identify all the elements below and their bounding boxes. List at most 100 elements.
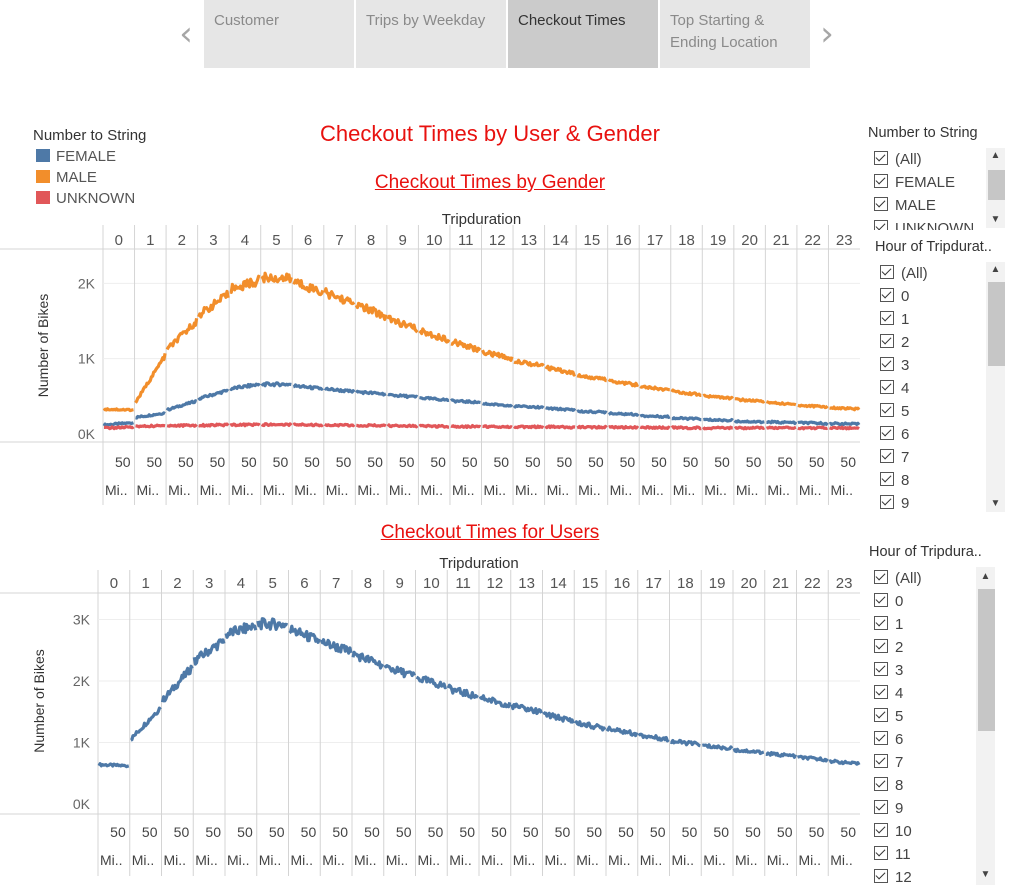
y-axis-title: Number of Bikes [35, 294, 51, 397]
filter-option-label: 1 [901, 311, 910, 328]
filter-option[interactable]: 5 [880, 400, 909, 423]
series-line-male [134, 353, 167, 404]
scroll-down-icon[interactable]: ▼ [990, 498, 1001, 509]
filter-option[interactable]: FEMALE [874, 171, 955, 194]
series-line-users [542, 711, 575, 724]
filter-option-label: 9 [901, 495, 910, 512]
filter-option[interactable]: 7 [874, 751, 903, 774]
filter-option-label: 8 [895, 777, 904, 794]
filter-option[interactable]: 10 [874, 820, 912, 843]
filter-option-label: 7 [901, 449, 910, 466]
minute-unit-label: Mi.. [673, 482, 696, 498]
filter-option[interactable]: 0 [880, 285, 909, 308]
filter-option[interactable]: 1 [874, 613, 903, 636]
minute-unit-label: Mi.. [640, 852, 663, 868]
scroll-down-icon[interactable]: ▼ [990, 214, 1001, 225]
hour-filter-users-scrollbar[interactable]: ▲ ▼ [976, 567, 995, 885]
filter-option[interactable]: (All) [874, 148, 922, 171]
checkbox-checked-icon [880, 472, 894, 486]
scroll-down-icon[interactable]: ▼ [980, 869, 991, 880]
filter-option[interactable]: 6 [880, 423, 909, 446]
scroll-thumb[interactable] [988, 282, 1005, 366]
filter-option[interactable]: 4 [874, 682, 903, 705]
minute-unit-label: Mi.. [200, 482, 223, 498]
minute-tick-label: 50 [682, 824, 698, 840]
minute-unit-label: Mi.. [449, 852, 472, 868]
filter-option[interactable]: 2 [880, 331, 909, 354]
filter-option[interactable]: (All) [880, 262, 928, 285]
filter-option[interactable]: 12 [874, 866, 912, 885]
number-to-string-scrollbar[interactable]: ▲ ▼ [986, 148, 1005, 228]
minute-tick-label: 50 [493, 454, 509, 470]
filter-option[interactable]: 7 [880, 446, 909, 469]
series-line-female [135, 411, 166, 420]
minute-tick-label: 50 [588, 454, 604, 470]
filter-option[interactable]: 11 [874, 843, 911, 866]
filter-option[interactable]: 5 [874, 705, 903, 728]
minute-tick-label: 50 [586, 824, 602, 840]
legend-item-unknown[interactable]: UNKNOWN [36, 190, 135, 208]
tab-checkout-times[interactable]: Checkout Times [508, 0, 658, 68]
legend-item-male[interactable]: MALE [36, 169, 97, 187]
tab-top-starting-ending-location[interactable]: Top Starting & Ending Location [660, 0, 810, 68]
filter-option[interactable]: 9 [880, 492, 909, 514]
series-line-unknown [576, 424, 608, 430]
filter-option[interactable]: 3 [874, 659, 903, 682]
filter-option[interactable]: 2 [874, 636, 903, 659]
minute-unit-label: Mi.. [100, 852, 123, 868]
filter-option-label: (All) [901, 265, 928, 282]
series-line-male [576, 373, 608, 383]
checkbox-checked-icon [880, 495, 894, 509]
series-line-female [828, 421, 861, 427]
filter-option[interactable]: 6 [874, 728, 903, 751]
scroll-up-icon[interactable]: ▲ [990, 150, 1001, 161]
minute-unit-label: Mi.. [515, 482, 538, 498]
x-tick-label: 9 [395, 575, 403, 592]
minute-tick-label: 50 [304, 454, 320, 470]
x-tick-label: 21 [772, 575, 789, 592]
minute-tick-label: 50 [269, 824, 285, 840]
next-story-button[interactable]: › [820, 14, 834, 54]
filter-option[interactable]: 8 [880, 469, 909, 492]
series-line-users [351, 650, 385, 670]
series-line-users [669, 738, 701, 748]
filter-option[interactable]: UNKNOWN [874, 217, 974, 230]
minute-unit-label: Mi.. [481, 852, 504, 868]
tab-trips-by-weekday[interactable]: Trips by Weekday [356, 0, 506, 68]
minute-tick-label: 50 [332, 824, 348, 840]
x-tick-label: 23 [836, 232, 853, 249]
filter-option-label: (All) [895, 151, 922, 168]
filter-option[interactable]: 8 [874, 774, 903, 797]
minute-unit-label: Mi.. [227, 852, 250, 868]
series-line-male [828, 405, 861, 412]
filter-option[interactable]: 0 [874, 590, 903, 613]
hour-filter-gender-scrollbar[interactable]: ▲ ▼ [986, 262, 1005, 512]
minute-unit-label: Mi.. [799, 482, 822, 498]
x-tick-label: 8 [364, 575, 372, 592]
series-line-male [670, 388, 702, 397]
scroll-thumb[interactable] [988, 170, 1005, 200]
x-tick-label: 15 [584, 232, 601, 249]
series-line-users [160, 664, 194, 703]
filter-option[interactable]: (All) [874, 567, 922, 590]
scroll-up-icon[interactable]: ▲ [990, 264, 1001, 275]
filter-option[interactable]: 3 [880, 354, 909, 377]
filter-option-label: 0 [901, 288, 910, 305]
minute-unit-label: Mi.. [137, 482, 160, 498]
prev-story-button[interactable]: ‹ [179, 14, 193, 54]
filter-option[interactable]: MALE [874, 194, 936, 217]
x-tick-label: 16 [614, 575, 631, 592]
legend-item-female[interactable]: FEMALE [36, 148, 116, 166]
x-tick-label: 13 [518, 575, 535, 592]
minute-tick-label: 50 [840, 824, 856, 840]
series-line-unknown [355, 423, 387, 428]
checkbox-checked-icon [874, 754, 888, 768]
filter-option[interactable]: 9 [874, 797, 903, 820]
legend-label: UNKNOWN [56, 190, 136, 207]
series-line-unknown [608, 424, 640, 430]
scroll-up-icon[interactable]: ▲ [980, 571, 991, 582]
tab-customer[interactable]: Customer [204, 0, 354, 68]
filter-option[interactable]: 4 [880, 377, 909, 400]
filter-option[interactable]: 1 [880, 308, 909, 331]
scroll-thumb[interactable] [978, 589, 995, 731]
